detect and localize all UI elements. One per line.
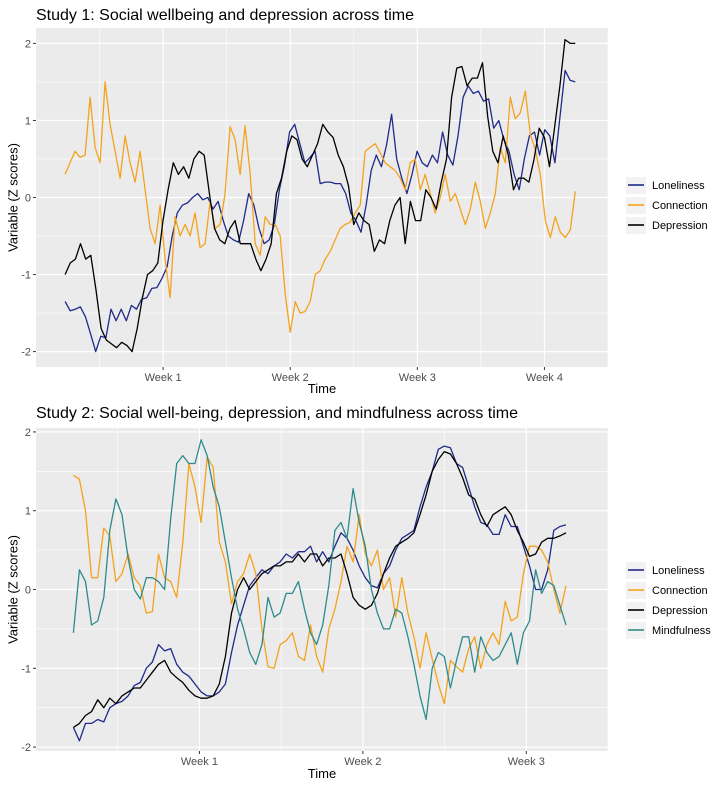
series-line-connection	[73, 456, 567, 705]
legend-label-depression: Depression	[652, 220, 708, 232]
y-tick-label: 0	[25, 585, 31, 597]
study1-y-ticks: -2 -1 0 1 2	[21, 38, 36, 359]
study2-legend: Loneliness Connection Depression Mindfulnes…	[626, 562, 711, 639]
x-tick-label: Week 2	[344, 756, 381, 768]
study2-title: Study 2: Social well-being, depression, …	[36, 405, 518, 422]
x-tick-label: Week 1	[145, 372, 182, 384]
study2-x-ticks: Week 1 Week 2 Week 3	[181, 751, 545, 768]
legend-label-mindfulness: Mindfulness	[652, 625, 711, 637]
study1-x-ticks: Week 1 Week 2 Week 3 Week 4	[145, 367, 563, 384]
x-tick-label: Week 3	[399, 372, 436, 384]
y-tick-label: 1	[25, 115, 31, 127]
y-tick-label: 0	[25, 193, 31, 205]
y-tick-label: 2	[25, 427, 31, 439]
study1-chart: Study 1: Social wellbeing and depression…	[5, 7, 707, 396]
series-line-depression	[64, 38, 576, 353]
y-tick-label: -2	[21, 742, 31, 754]
series-line-connection	[64, 81, 576, 333]
x-tick-label: Week 2	[272, 372, 309, 384]
study1-series	[64, 38, 576, 353]
legend-label-loneliness: Loneliness	[652, 565, 705, 577]
legend-label-loneliness: Loneliness	[652, 180, 705, 192]
x-tick-label: Week 3	[508, 756, 545, 768]
y-tick-label: -1	[21, 270, 31, 282]
study2-x-axis-title: Time	[308, 766, 336, 781]
study2-series	[72, 439, 567, 742]
series-line-mindfulness	[72, 439, 567, 721]
study1-x-axis-title: Time	[308, 381, 336, 396]
legend-label-connection: Connection	[652, 585, 708, 597]
y-tick-label: 2	[25, 38, 31, 50]
study1-title: Study 1: Social wellbeing and depression…	[36, 7, 414, 24]
x-tick-label: Week 4	[526, 372, 563, 384]
study2-y-ticks: -2 -1 0 1 2	[21, 427, 36, 754]
y-tick-label: -2	[21, 347, 31, 359]
study2-grid	[36, 428, 609, 751]
study1-grid	[36, 28, 609, 367]
legend-label-depression: Depression	[652, 605, 708, 617]
series-line-loneliness	[64, 69, 576, 353]
legend-label-connection: Connection	[652, 200, 708, 212]
y-tick-label: -1	[21, 663, 31, 675]
y-tick-label: 1	[25, 506, 31, 518]
study2-y-axis-title: Variable (Z scores)	[5, 535, 20, 644]
series-line-loneliness	[72, 445, 567, 742]
study2-chart: Study 2: Social well-being, depression, …	[5, 405, 711, 781]
x-tick-label: Week 1	[181, 756, 218, 768]
series-line-depression	[73, 450, 567, 728]
study1-legend: Loneliness Connection Depression	[626, 177, 708, 234]
study1-y-axis-title: Variable (Z scores)	[5, 143, 20, 252]
